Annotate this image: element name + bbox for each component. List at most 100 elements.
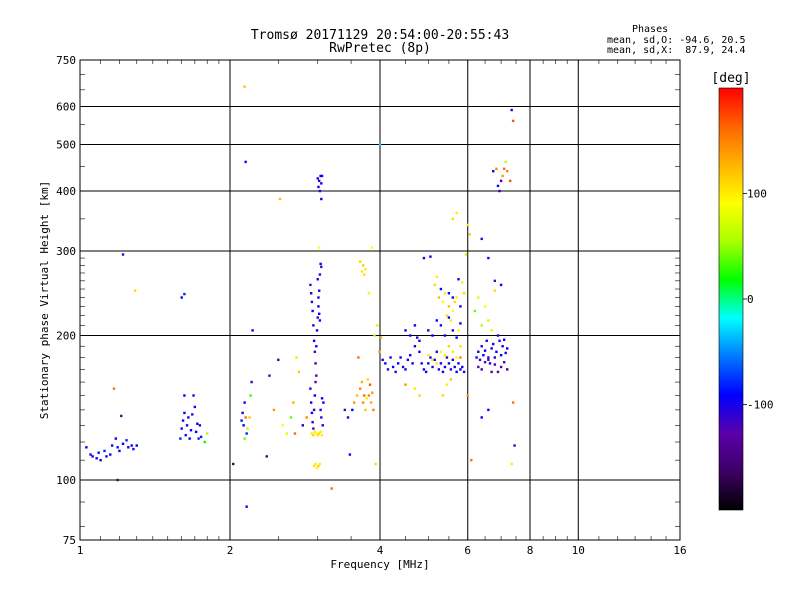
echo-point xyxy=(99,458,102,462)
echo-point xyxy=(320,416,323,419)
chart-subtitle: RwPretec (8p) xyxy=(329,41,431,56)
echo-point xyxy=(311,309,314,313)
echo-point xyxy=(320,197,323,201)
echo-point xyxy=(243,401,246,404)
echo-point xyxy=(433,358,436,362)
echo-point xyxy=(297,370,301,374)
echo-point xyxy=(372,408,375,412)
echo-point xyxy=(319,408,322,412)
echo-point xyxy=(499,365,503,369)
echo-point xyxy=(443,353,447,357)
echo-point xyxy=(493,289,497,292)
echo-point xyxy=(246,427,249,430)
echo-point xyxy=(181,419,185,422)
echo-point xyxy=(441,370,445,374)
echo-point xyxy=(317,185,320,189)
echo-point xyxy=(317,289,321,292)
echo-point xyxy=(135,444,138,447)
echo-point xyxy=(508,179,512,183)
echo-point xyxy=(358,260,362,263)
echo-point xyxy=(318,189,322,193)
echo-point xyxy=(183,394,186,397)
echo-point xyxy=(314,462,317,466)
echo-point xyxy=(499,179,503,183)
echo-point xyxy=(381,358,384,362)
echo-point xyxy=(317,464,320,468)
echo-point xyxy=(203,440,206,444)
echo-point xyxy=(361,264,365,267)
echo-point xyxy=(510,108,513,112)
y-tick-label: 200 xyxy=(56,330,76,343)
echo-point xyxy=(480,416,483,419)
echo-point xyxy=(449,368,453,371)
echo-point xyxy=(496,184,500,188)
echo-point xyxy=(513,444,516,447)
echo-point xyxy=(384,362,387,365)
echo-point xyxy=(295,356,298,359)
echo-point xyxy=(499,353,503,357)
x-axis-label: Frequency [MHz] xyxy=(330,558,429,571)
echo-point xyxy=(360,270,364,273)
echo-point xyxy=(364,408,367,412)
echo-point xyxy=(501,174,504,178)
echo-point xyxy=(194,430,198,434)
echo-point xyxy=(310,411,314,415)
echo-point xyxy=(435,362,438,365)
echo-point xyxy=(312,339,316,343)
echo-point xyxy=(313,430,317,434)
echo-point xyxy=(192,394,195,397)
echo-point xyxy=(371,391,374,394)
echo-point xyxy=(431,334,434,337)
echo-point xyxy=(369,401,373,404)
chart-title: Tromsø 20171129 20:54:00-20:55:43 xyxy=(250,28,510,43)
echo-point xyxy=(248,416,251,419)
echo-point xyxy=(330,487,333,490)
colorbar-tick-label: 0 xyxy=(747,293,754,306)
echo-point xyxy=(501,345,504,348)
echo-point xyxy=(315,345,318,348)
echo-point xyxy=(242,424,245,427)
echo-point xyxy=(188,437,191,440)
echo-point xyxy=(184,433,187,437)
echo-point xyxy=(358,387,362,390)
echo-point xyxy=(464,253,468,256)
echo-point xyxy=(183,411,186,415)
echo-point xyxy=(132,447,135,451)
echo-point xyxy=(187,416,190,419)
echo-point xyxy=(394,370,397,374)
echo-point xyxy=(401,365,405,369)
echo-point xyxy=(411,362,414,365)
echo-point xyxy=(121,442,125,445)
echo-point xyxy=(370,246,373,249)
echo-point xyxy=(498,189,501,193)
echo-point xyxy=(116,446,119,449)
echo-point xyxy=(487,256,490,260)
echo-point xyxy=(110,444,114,447)
echo-point xyxy=(447,345,451,348)
echo-point xyxy=(389,356,392,359)
echo-point xyxy=(413,324,417,327)
echo-point xyxy=(361,401,365,404)
echo-point xyxy=(316,177,319,180)
echo-point xyxy=(418,339,421,343)
echo-point xyxy=(343,408,347,412)
echo-point xyxy=(502,167,506,171)
echo-point xyxy=(180,427,183,430)
echo-point xyxy=(429,356,432,359)
echo-point xyxy=(505,347,509,350)
x-tick-label: 2 xyxy=(227,544,234,557)
echo-point xyxy=(91,455,94,458)
echo-point xyxy=(427,329,430,332)
echo-point xyxy=(496,370,500,374)
echo-points xyxy=(85,85,516,508)
echo-point xyxy=(492,342,495,346)
echo-point xyxy=(363,394,366,397)
echo-point xyxy=(396,362,400,365)
echo-point xyxy=(504,160,507,164)
echo-point xyxy=(451,309,455,313)
echo-point xyxy=(413,345,417,348)
echo-point xyxy=(492,169,495,173)
echo-point xyxy=(427,353,430,357)
echo-point xyxy=(243,85,246,88)
